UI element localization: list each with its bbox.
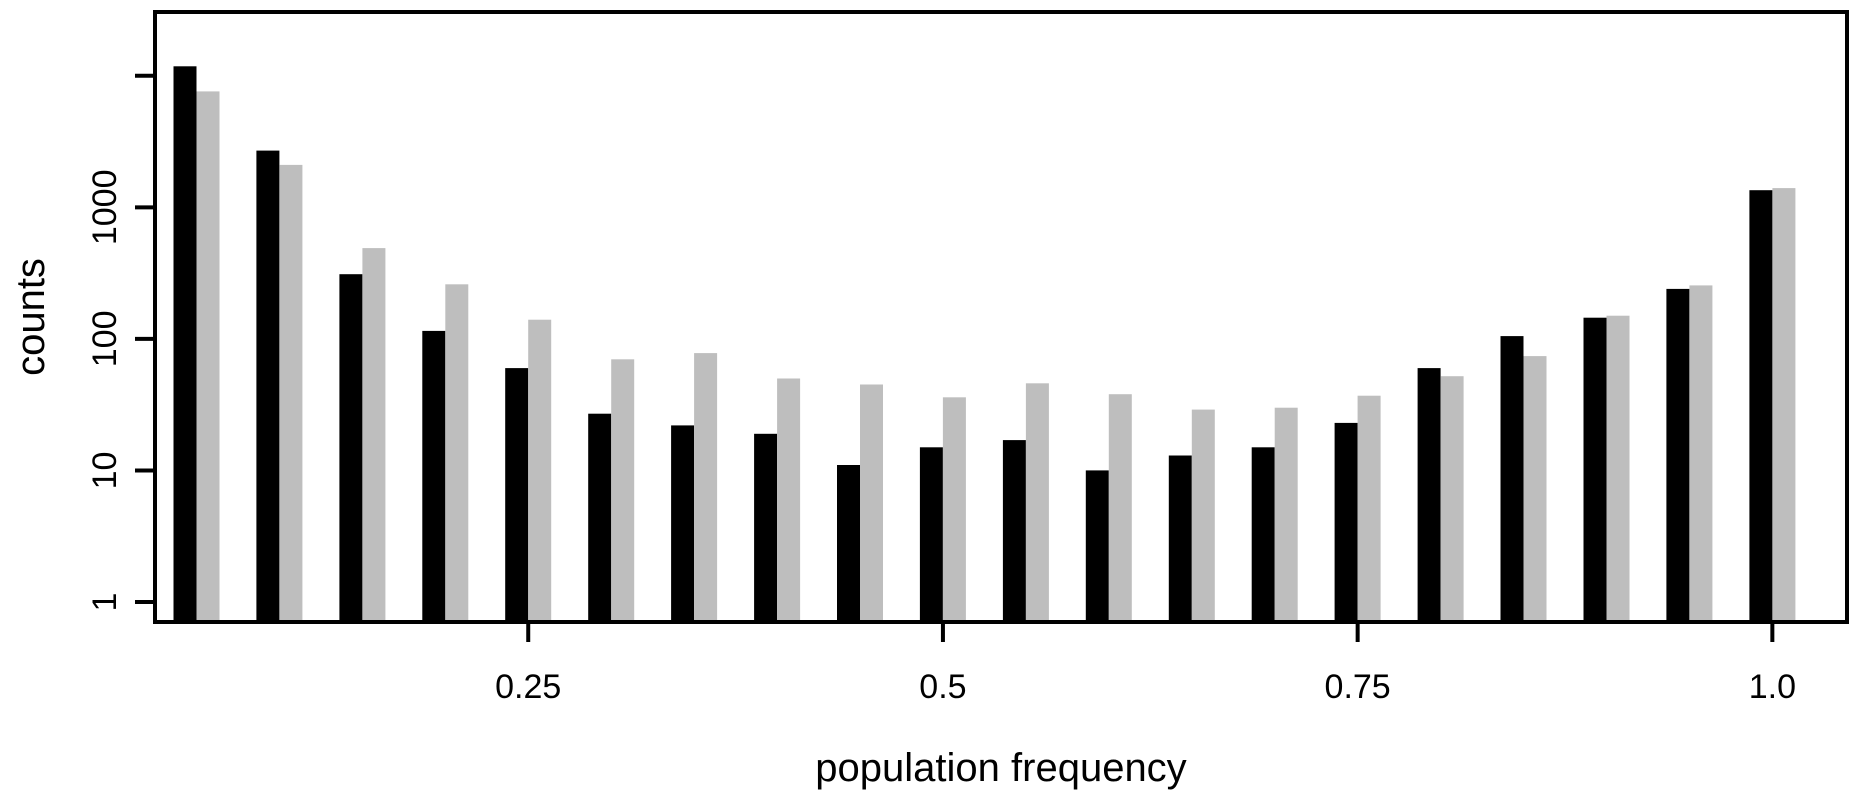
bar-series1-5 (588, 413, 612, 622)
bar-series1-10 (1002, 440, 1026, 622)
bar-series1-14 (1334, 422, 1358, 622)
bar-series1-19 (1749, 190, 1773, 622)
bar-series2-4 (528, 319, 552, 622)
bar-series2-3 (445, 284, 469, 622)
y-axis-title: counts (9, 258, 53, 376)
bar-series1-11 (1085, 470, 1109, 622)
bar-series1-16 (1500, 336, 1524, 622)
bar-series1-4 (505, 368, 529, 622)
bar-series1-8 (837, 465, 860, 622)
bar-series2-6 (694, 353, 718, 622)
y-tick-label-0: 1 (86, 593, 124, 612)
bar-series1-6 (671, 425, 695, 622)
bar-series2-9 (942, 397, 966, 622)
bar-series1-7 (754, 433, 778, 622)
y-tick-label-2: 100 (86, 311, 124, 368)
bar-series1-15 (1417, 368, 1441, 622)
bar-series2-0 (196, 91, 220, 622)
y-tick-label-3: 1000 (86, 170, 124, 246)
bar-series1-18 (1666, 288, 1690, 622)
bar-series1-3 (422, 330, 446, 622)
x-axis-title: population frequency (815, 746, 1186, 790)
bar-series1-17 (1583, 317, 1607, 622)
bar-series2-11 (1108, 394, 1132, 622)
bar-series2-15 (1440, 376, 1464, 622)
x-tick-label-3: 1.0 (1749, 668, 1796, 706)
x-axis: 0.25 0.5 0.75 1.0 (495, 622, 1796, 706)
x-tick-label-2: 0.75 (1325, 668, 1391, 706)
bars-group (173, 66, 1796, 623)
bar-series2-16 (1523, 356, 1547, 622)
bar-series2-10 (1025, 383, 1049, 622)
bar-series2-14 (1357, 395, 1381, 622)
bar-series1-0 (173, 66, 197, 623)
bar-series2-8 (860, 384, 883, 622)
bar-series2-18 (1689, 285, 1713, 622)
bar-series2-19 (1772, 188, 1796, 622)
bar-series2-7 (777, 378, 801, 622)
bar-series2-13 (1274, 407, 1298, 622)
bar-series1-13 (1251, 447, 1275, 622)
y-tick-label-1: 10 (86, 452, 124, 490)
y-axis: 1 10 100 1000 (86, 73, 155, 612)
bar-series2-17 (1606, 315, 1630, 622)
bar-series2-1 (279, 164, 303, 622)
plot-frame (153, 10, 1849, 624)
x-tick-label-0: 0.25 (495, 668, 561, 706)
x-tick-label-1: 0.5 (919, 668, 966, 706)
bar-series2-12 (1191, 409, 1215, 622)
bar-series1-9 (919, 447, 943, 622)
bar-series2-5 (611, 359, 635, 622)
bar-series1-1 (256, 150, 280, 622)
bar-series2-2 (362, 248, 386, 622)
bar-series1-12 (1168, 455, 1192, 622)
bar-series1-2 (339, 274, 363, 622)
